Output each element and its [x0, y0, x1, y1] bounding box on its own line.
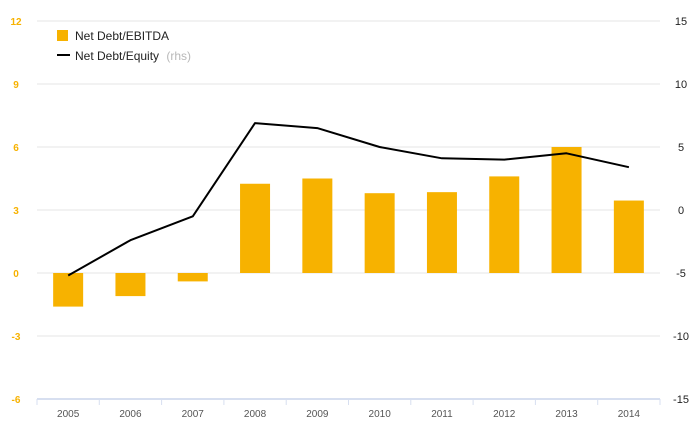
left-tick-label-6: 6 [13, 143, 19, 154]
right-tick-label-15: 15 [675, 16, 687, 28]
x-tick-label-2006: 2006 [119, 409, 142, 420]
x-tick-label-2009: 2009 [306, 409, 329, 420]
bar-2013 [551, 147, 582, 273]
svg-text:Net Debt/Equity (rhs): Net Debt/Equity (rhs) [75, 49, 191, 63]
legend-line-suffix: (rhs) [166, 49, 191, 63]
line-series [67, 122, 630, 277]
legend-line-label: Net Debt/Equity [75, 49, 159, 63]
x-tick-label-2005: 2005 [57, 409, 80, 420]
right-tick-label--15: -15 [673, 394, 689, 406]
axes: 2005 2006 2007 2008 2009 2010 2011 2012 2013 2014… [10, 16, 689, 420]
bar-series [53, 147, 644, 307]
left-tick-label-12: 12 [10, 17, 22, 28]
left-tick-label-9: 9 [13, 80, 19, 91]
left-tick-label-0: 0 [13, 269, 19, 280]
bar-2014 [613, 200, 644, 273]
x-tick-label-2008: 2008 [244, 409, 267, 420]
right-tick-label-5: 5 [678, 142, 684, 154]
left-tick-label--3: -3 [12, 332, 21, 343]
x-tick-label-2011: 2011 [431, 409, 453, 420]
bar-2010 [364, 193, 395, 273]
left-tick-label--6: -6 [12, 395, 21, 406]
legend-bar-swatch [57, 30, 68, 41]
legend: Net Debt/EBITDA Net Debt/Equity (rhs) [57, 29, 191, 63]
net-debt-equity-line [67, 122, 630, 277]
right-tick-label--10: -10 [673, 331, 689, 343]
bar-2007 [177, 273, 208, 282]
x-tick-label-2013: 2013 [555, 409, 578, 420]
x-tick-label-2007: 2007 [182, 409, 205, 420]
x-tick-label-2012: 2012 [493, 409, 516, 420]
legend-bar-label: Net Debt/EBITDA [75, 29, 169, 43]
left-tick-label-3: 3 [13, 206, 19, 217]
right-tick-label--5: -5 [676, 268, 686, 280]
x-tick-label-2014: 2014 [618, 409, 641, 420]
x-tick-label-2010: 2010 [369, 409, 392, 420]
bar-2006 [115, 273, 146, 297]
bar-2012 [489, 176, 520, 273]
right-tick-label-0: 0 [678, 205, 684, 217]
right-tick-label-10: 10 [675, 79, 687, 91]
bar-2009 [302, 178, 333, 273]
bar-2005 [53, 273, 84, 307]
bar-2011 [426, 192, 457, 273]
bar-2008 [240, 183, 271, 273]
